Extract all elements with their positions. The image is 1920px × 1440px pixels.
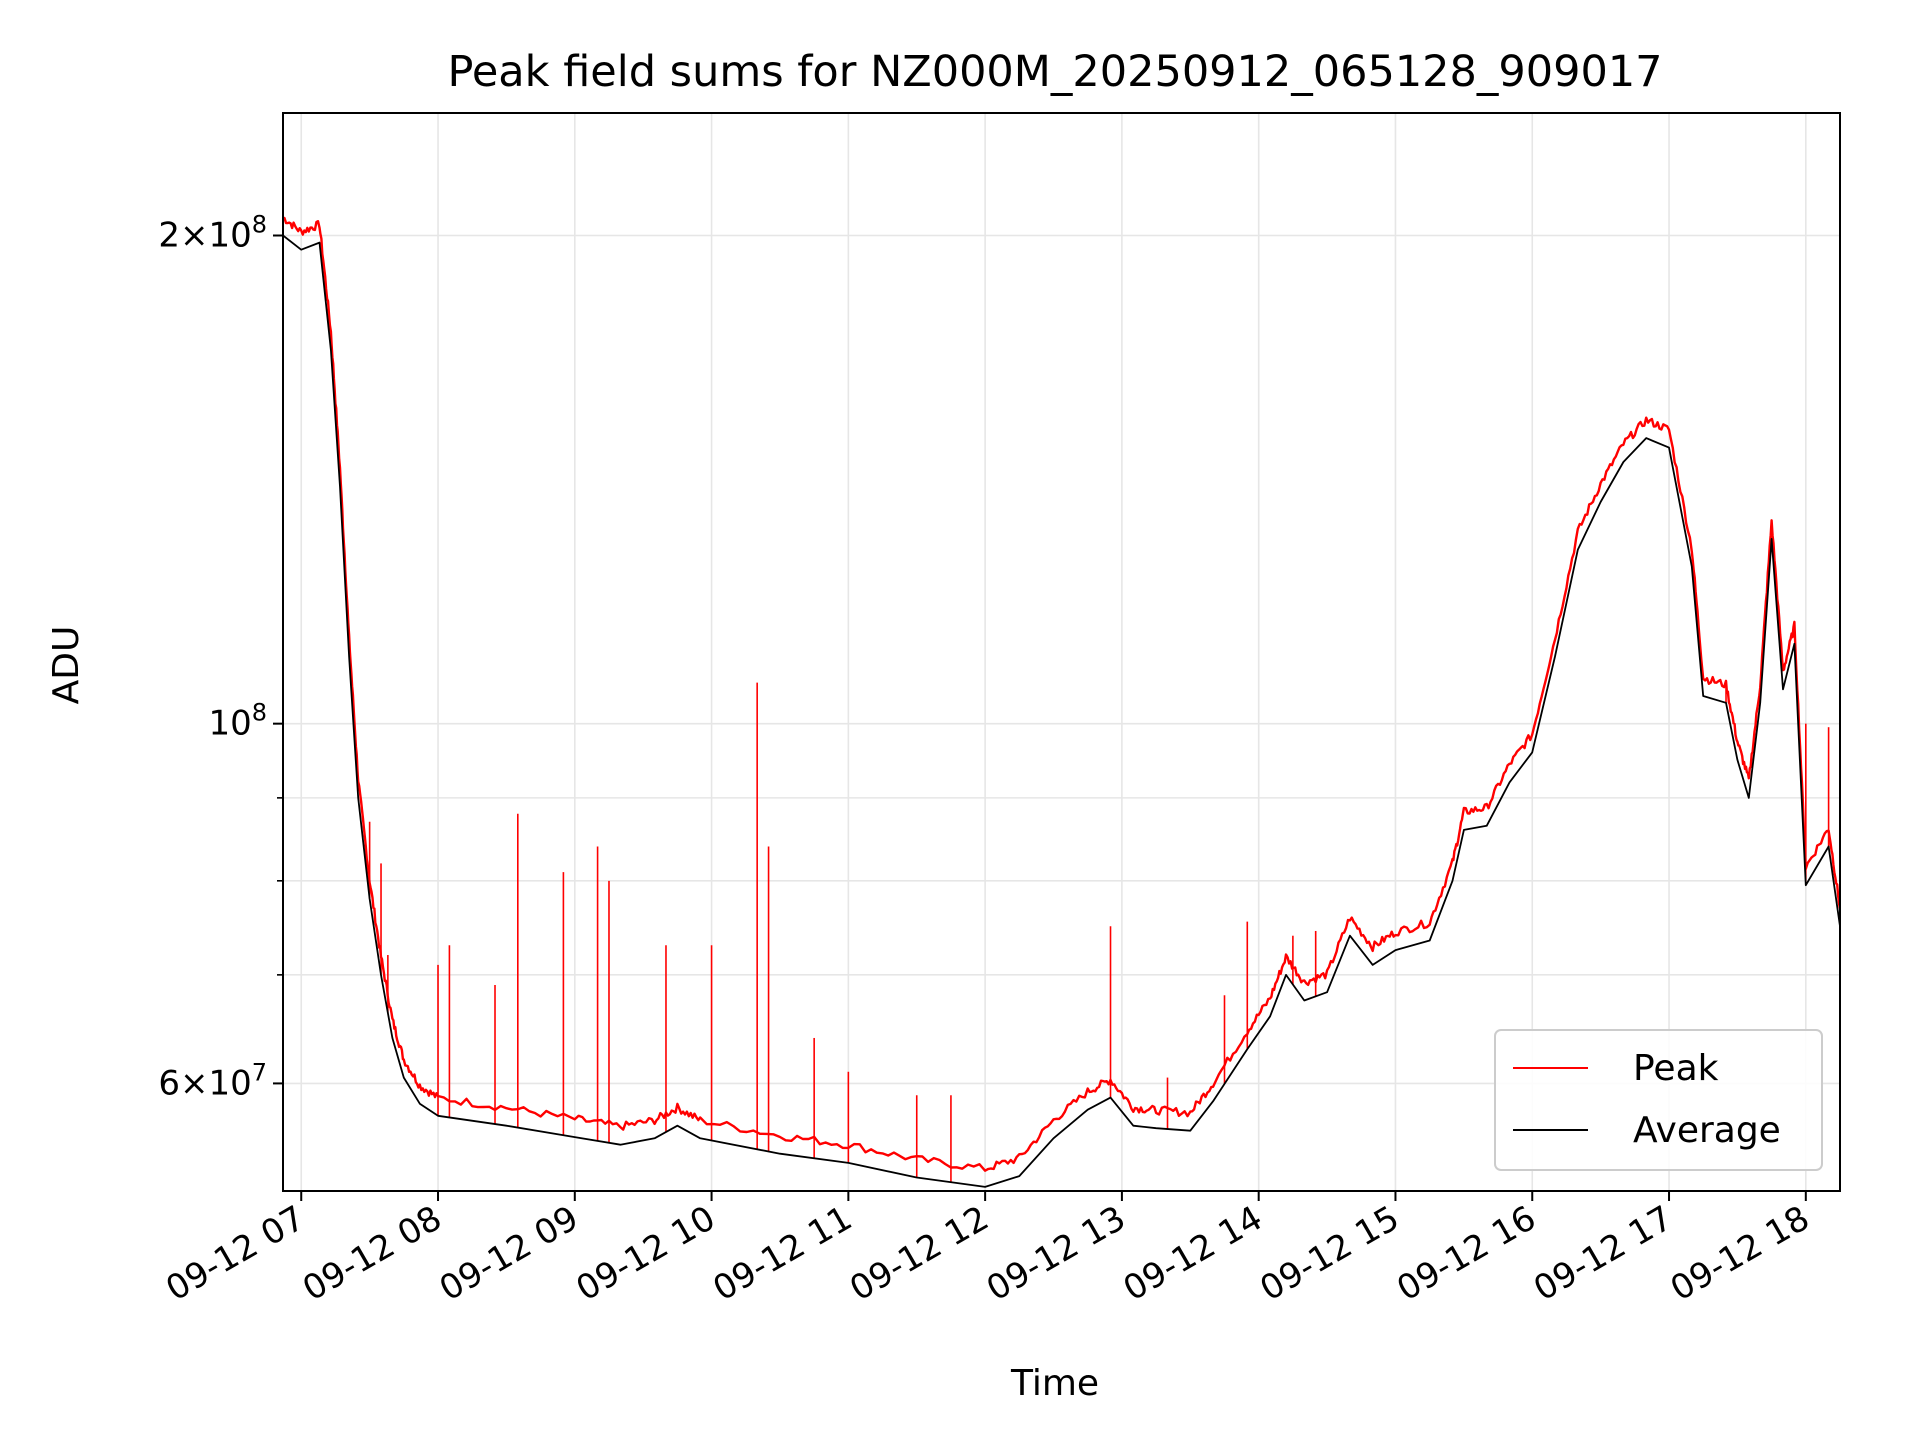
chart-title: Peak field sums for NZ000M_20250912_0651… — [447, 47, 1662, 97]
y-ticks: 2×108 108 6×107 — [158, 211, 283, 1103]
legend: Peak Average — [1494, 1029, 1823, 1171]
legend-label: Average — [1633, 1110, 1781, 1151]
x-axis-label: Time — [1010, 1363, 1099, 1404]
y-tick-label: 6×107 — [158, 1058, 267, 1103]
y-axis-label: ADU — [46, 626, 87, 705]
series-group — [283, 216, 1840, 1188]
y-tick-label: 108 — [208, 699, 267, 744]
axes-frame — [282, 112, 1841, 1192]
series-peak-line — [283, 216, 1840, 1172]
series-average-line — [283, 234, 1840, 1188]
legend-box — [1494, 1029, 1823, 1171]
y-tick-label: 2×108 — [158, 211, 267, 256]
legend-label: Peak — [1633, 1048, 1719, 1089]
grid — [283, 113, 1840, 1191]
